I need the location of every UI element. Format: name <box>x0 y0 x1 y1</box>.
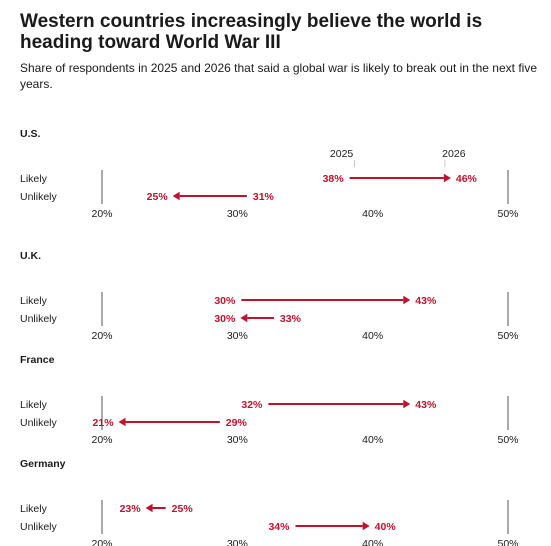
value-label-2026: 46% <box>456 173 478 185</box>
arrow-head <box>118 417 126 427</box>
value-label-2025: 32% <box>241 399 263 411</box>
row-label: Likely <box>20 173 48 185</box>
value-label-2026: 25% <box>147 191 169 203</box>
tick-label: 40% <box>362 330 383 342</box>
panel-title: France <box>20 354 55 366</box>
row-label: Unlikely <box>20 417 58 429</box>
arrow-head <box>403 295 411 305</box>
tick-label: 30% <box>227 538 248 546</box>
value-label-2025: 25% <box>172 503 194 515</box>
value-label-2026: 40% <box>375 521 397 533</box>
arrow-head <box>443 173 451 183</box>
arrow-head <box>172 191 180 201</box>
tick-label: 20% <box>91 208 112 220</box>
value-label-2025: 30% <box>214 295 236 307</box>
value-label-2025: 38% <box>323 173 345 185</box>
tick-label: 40% <box>362 208 383 220</box>
tick-label: 50% <box>497 208 518 220</box>
panel-title: U.K. <box>20 250 41 262</box>
row-label: Unlikely <box>20 313 58 325</box>
arrow-head <box>145 503 153 513</box>
row-label: Likely <box>20 399 48 411</box>
tick-label: 50% <box>497 330 518 342</box>
row-label: Likely <box>20 295 48 307</box>
value-label-2025: 29% <box>226 417 248 429</box>
tick-label: 50% <box>497 538 518 546</box>
arrow-head <box>362 521 370 531</box>
value-label-2026: 43% <box>415 399 437 411</box>
panel-title: Germany <box>20 458 66 470</box>
tick-label: 50% <box>497 434 518 446</box>
value-label-2025: 31% <box>253 191 275 203</box>
arrow-head <box>240 313 248 323</box>
legend-2026: 2026 <box>442 148 466 160</box>
value-label-2026: 21% <box>93 417 115 429</box>
legend-2025: 2025 <box>330 148 354 160</box>
value-label-2026: 23% <box>120 503 142 515</box>
chart-subtitle: Share of respondents in 2025 and 2026 th… <box>20 61 537 91</box>
value-label-2025: 33% <box>280 313 302 325</box>
tick-label: 30% <box>227 208 248 220</box>
row-label: Unlikely <box>20 191 58 203</box>
row-label: Likely <box>20 503 48 515</box>
tick-label: 30% <box>227 330 248 342</box>
panel-title: U.S. <box>20 128 41 140</box>
tick-label: 30% <box>227 434 248 446</box>
row-label: Unlikely <box>20 521 58 533</box>
value-label-2026: 30% <box>214 313 236 325</box>
value-label-2025: 34% <box>268 521 290 533</box>
value-label-2026: 43% <box>415 295 437 307</box>
arrow-head <box>403 399 411 409</box>
chart-title: Western countries increasingly believe t… <box>20 11 483 53</box>
tick-label: 20% <box>91 538 112 546</box>
tick-label: 40% <box>362 538 383 546</box>
tick-label: 40% <box>362 434 383 446</box>
tick-label: 20% <box>91 434 112 446</box>
tick-label: 20% <box>91 330 112 342</box>
